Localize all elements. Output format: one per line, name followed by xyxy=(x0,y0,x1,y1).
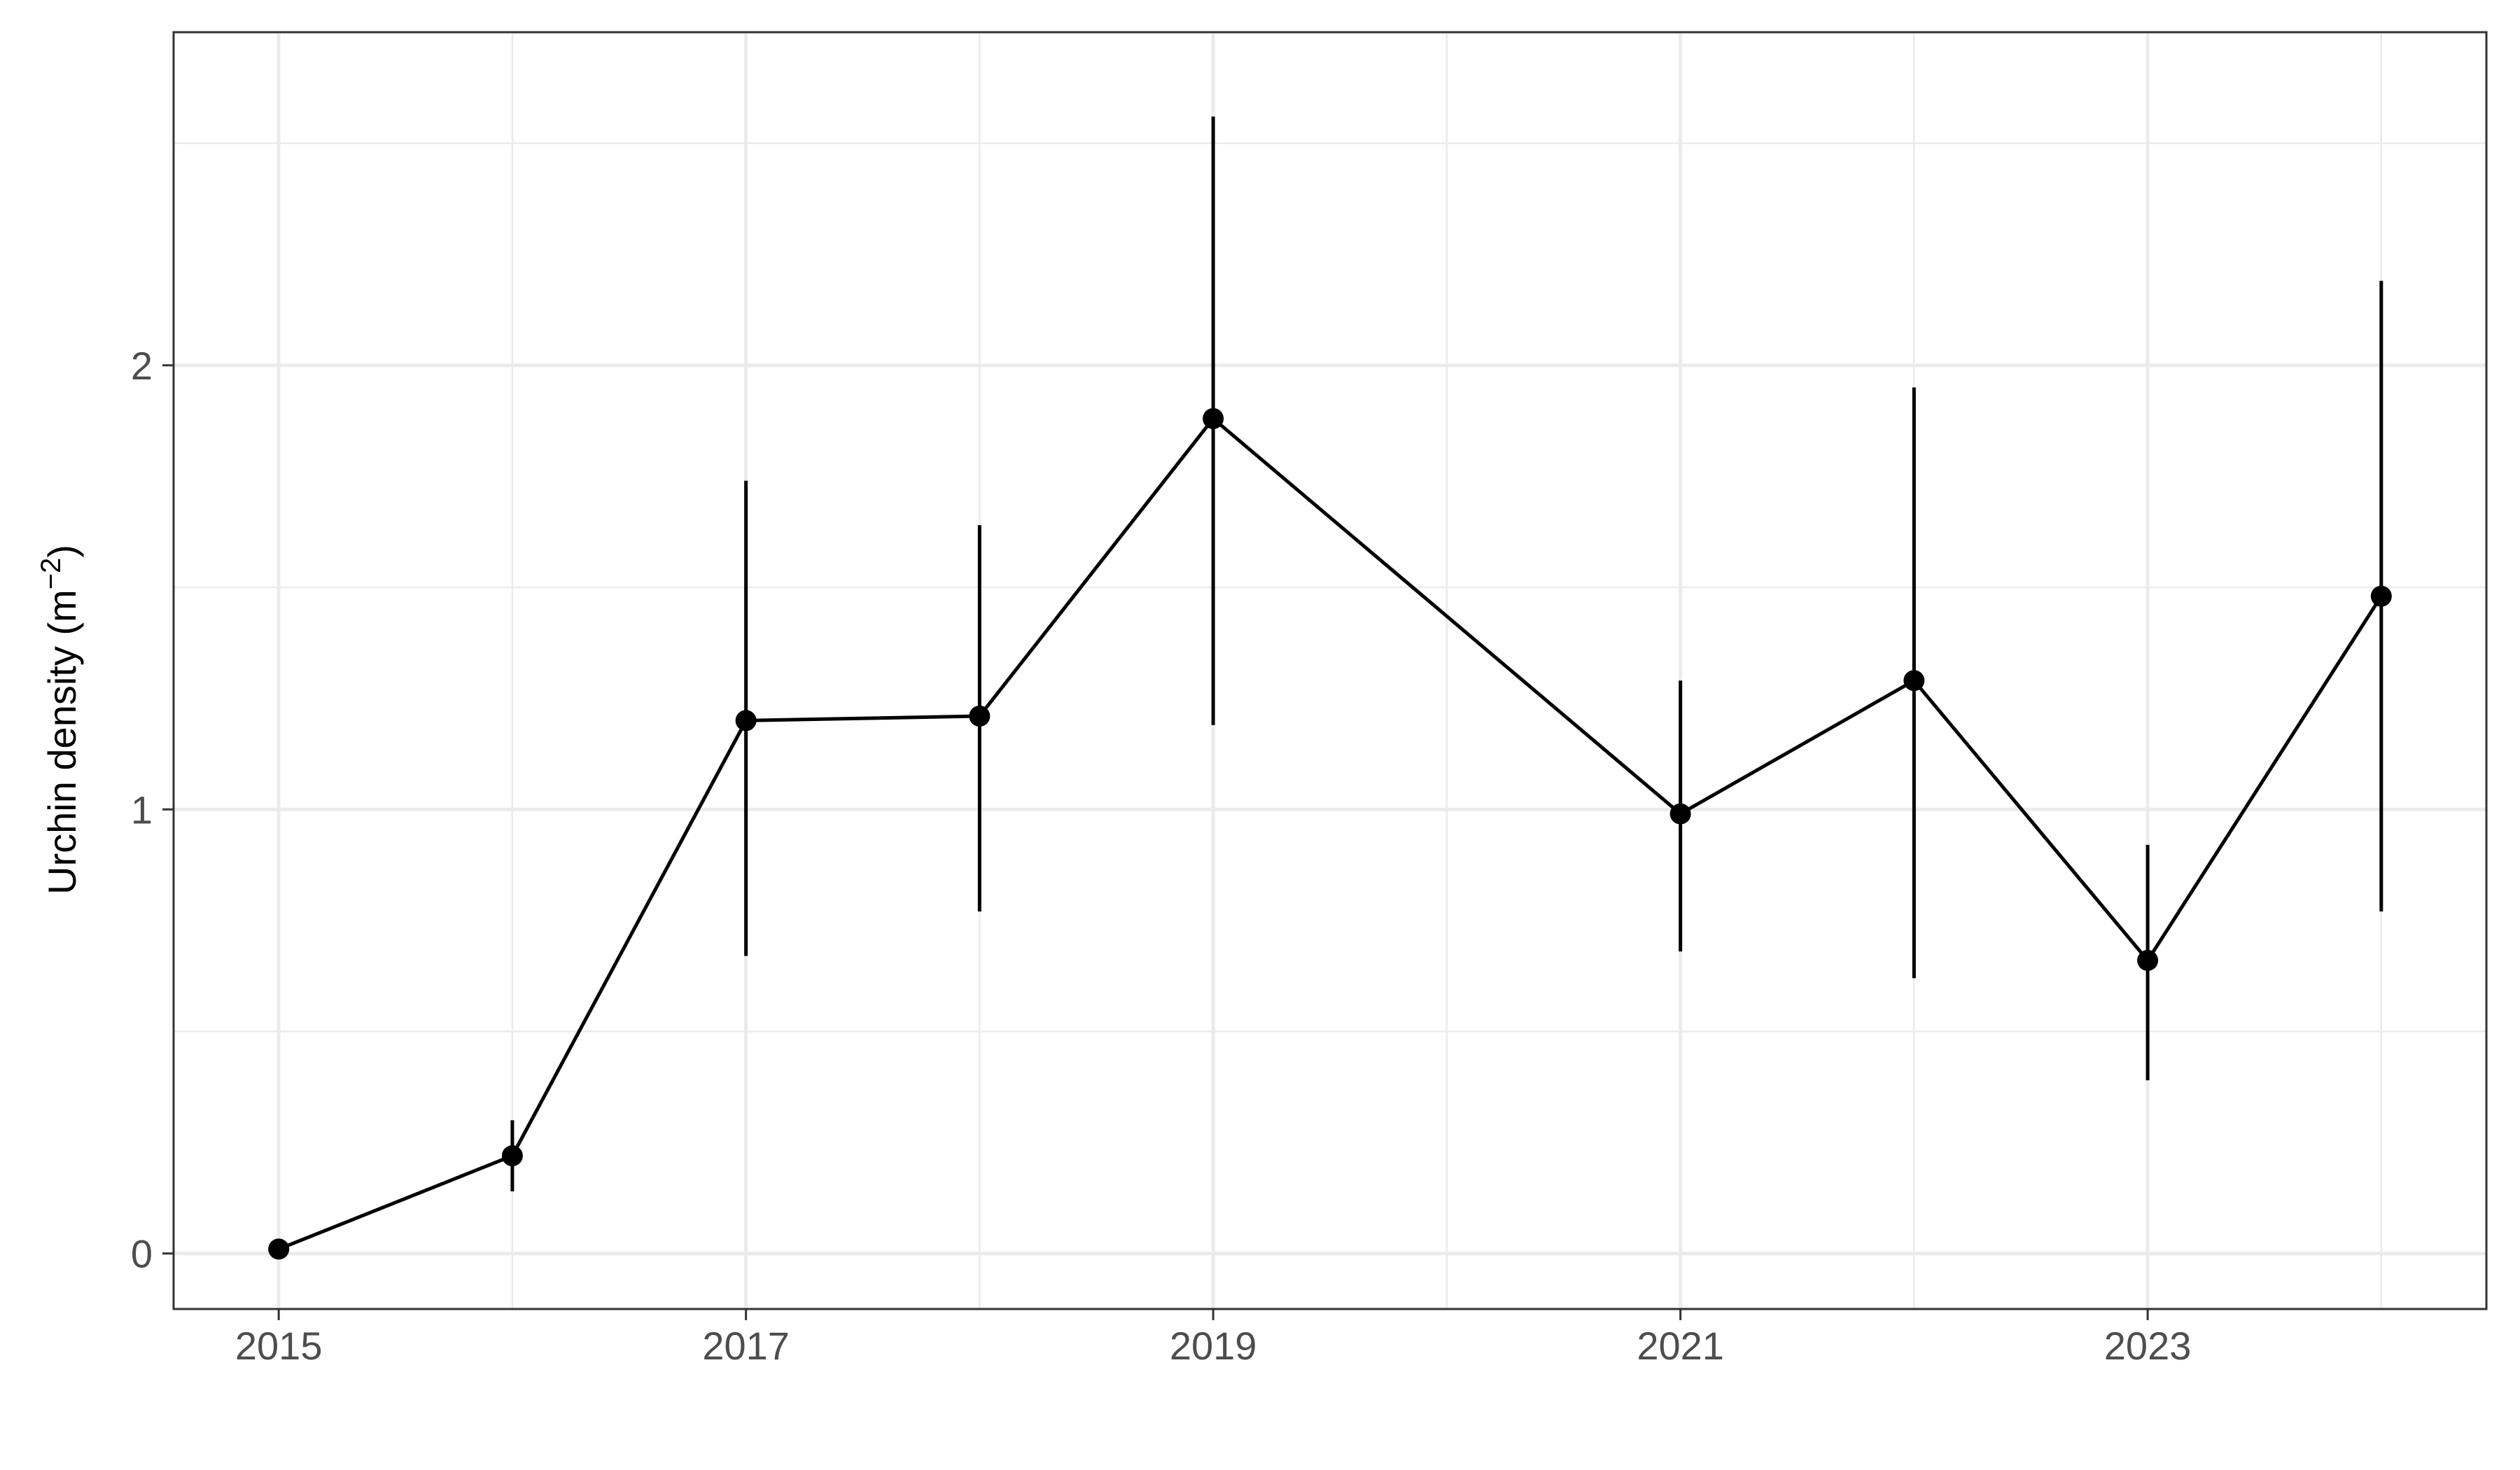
series-line xyxy=(278,416,2383,1251)
y-axis-title: Urchin density (m−2) xyxy=(36,545,84,895)
y-axis-title-text: Urchin density (m xyxy=(40,589,84,895)
x-tick-label: 2019 xyxy=(1170,1324,1257,1368)
y-axis-title-superscript: −2 xyxy=(36,558,66,590)
y-axis-ticks: 0 1 2 xyxy=(131,344,174,1276)
panel-border xyxy=(172,31,2488,1310)
y-tick-label: 0 xyxy=(131,1232,153,1276)
major-gridlines xyxy=(174,32,2486,1309)
y-tick-label: 1 xyxy=(131,788,153,832)
data-point xyxy=(1203,407,1224,429)
data-point xyxy=(268,1238,290,1260)
data-point xyxy=(1670,803,1691,825)
series-line-group xyxy=(278,416,2383,1251)
data-point xyxy=(501,1145,523,1167)
x-tick-label: 2023 xyxy=(2104,1324,2192,1368)
x-tick-label: 2017 xyxy=(702,1324,790,1368)
minor-gridlines xyxy=(174,32,2486,1309)
data-point xyxy=(735,710,757,732)
y-tick-label: 2 xyxy=(131,344,153,388)
data-point xyxy=(969,706,990,727)
x-axis-ticks: 2015 2017 2019 2021 2023 xyxy=(235,1309,2191,1368)
data-points xyxy=(268,407,2392,1260)
y-axis-title-suffix: ) xyxy=(40,545,84,558)
data-point xyxy=(2370,585,2392,607)
x-tick-label: 2015 xyxy=(235,1324,323,1368)
data-point xyxy=(1903,670,1925,692)
data-point xyxy=(2137,949,2159,971)
x-tick-label: 2021 xyxy=(1637,1324,1724,1368)
